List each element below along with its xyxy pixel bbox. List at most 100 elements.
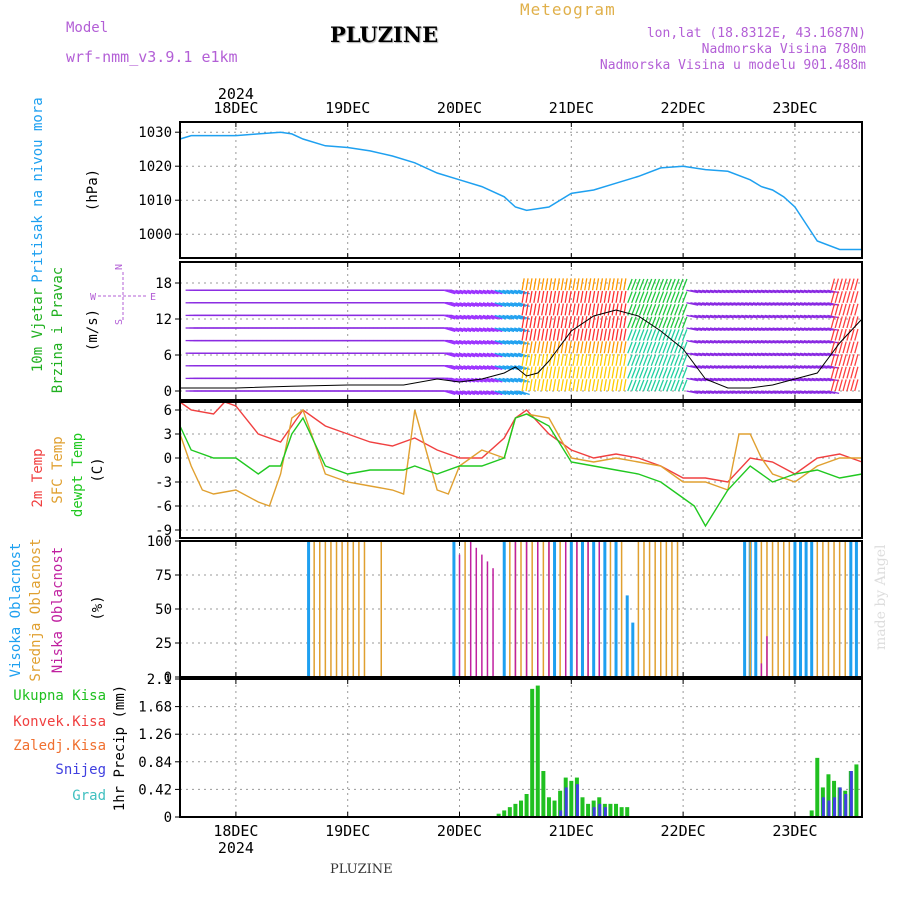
cloud-bar <box>576 541 578 677</box>
wind-barb <box>471 327 483 333</box>
cloud-bar <box>475 547 478 677</box>
wind-barb <box>623 316 627 329</box>
wind-barb <box>502 377 515 383</box>
wind-barb <box>603 353 607 366</box>
wind-barb <box>658 316 665 329</box>
wind-barb <box>713 314 726 319</box>
cloud-bar <box>330 541 332 677</box>
cloud-high-axis-label: Visoka Oblacnost <box>8 543 24 678</box>
wind-barb <box>451 327 464 333</box>
wind-barb <box>834 328 840 341</box>
precip-bar <box>558 790 563 817</box>
wind-barb <box>780 302 793 306</box>
wind-barb <box>827 339 840 344</box>
wind-barb <box>681 341 688 354</box>
wind-barb <box>674 303 680 316</box>
wind-barb <box>634 366 641 379</box>
wind-barb <box>560 353 564 366</box>
wind-barb <box>842 303 847 316</box>
wind-barb <box>662 278 668 291</box>
wind-barb <box>791 352 805 357</box>
y-tick-label: 1020 <box>138 159 172 175</box>
wind-barb <box>780 352 793 357</box>
wind-barb <box>827 327 840 332</box>
wind-barb <box>834 354 840 366</box>
wind-barb <box>807 365 820 369</box>
wind-barb <box>580 316 584 329</box>
cloud-bar <box>854 541 858 677</box>
wind-barb <box>572 303 576 316</box>
wind-barb <box>623 366 627 379</box>
wind-barb <box>650 366 657 379</box>
wind-barb <box>595 290 600 303</box>
wind-barb <box>784 339 797 344</box>
cloud-bar <box>838 541 841 677</box>
wind-barb <box>631 366 637 379</box>
wind-barb <box>478 365 491 370</box>
wind-barb <box>854 341 859 354</box>
wind-barb <box>830 328 836 341</box>
wind-barb <box>650 291 657 304</box>
wind-barb <box>795 289 808 294</box>
wind-barb <box>807 352 820 357</box>
wind-barb <box>490 365 503 370</box>
panel-frame <box>179 261 863 401</box>
precip-legend-item: Grad <box>72 788 106 804</box>
wind-barb <box>529 290 533 303</box>
wind-barb <box>611 328 615 341</box>
y-tick-label: 1.68 <box>138 700 172 716</box>
wind-barb <box>772 314 785 319</box>
wind-barb <box>690 314 703 319</box>
wind-barb <box>556 278 561 291</box>
wind-barb <box>819 377 832 382</box>
cloud-bar <box>313 541 315 677</box>
wind-barb <box>776 377 789 382</box>
cloud-bar <box>481 554 483 677</box>
wind-barb <box>506 390 519 396</box>
wind-barb <box>737 289 750 294</box>
wind-barb <box>490 390 503 396</box>
wind-barb <box>619 278 623 291</box>
wind-barb <box>811 377 824 382</box>
wind-barb <box>537 316 541 329</box>
wind-barb <box>572 290 576 303</box>
wind-barb <box>471 365 483 370</box>
precip-legend-item: Konvek.Kisa <box>13 714 106 730</box>
model-label: Model <box>66 20 109 36</box>
wind-barb <box>717 390 730 395</box>
wind-barb <box>595 379 600 392</box>
wind-barb <box>560 328 564 341</box>
wind-barb <box>642 278 649 291</box>
wind-barb <box>678 303 684 316</box>
wind-barb <box>548 379 553 392</box>
cloud-bar <box>380 541 382 677</box>
wind-barb <box>725 339 738 344</box>
wind-barb <box>603 316 607 329</box>
wind-barb <box>772 352 785 357</box>
wind-barb <box>713 302 726 306</box>
wind-barb <box>599 366 604 379</box>
wind-barb <box>854 328 859 341</box>
wind-barb <box>827 352 840 357</box>
wind-barb <box>654 341 661 354</box>
compass-east: E <box>150 292 156 303</box>
wind-barb <box>478 289 491 295</box>
wind-barb <box>686 339 699 344</box>
wind-barb <box>541 328 545 341</box>
wind-barb <box>811 327 824 332</box>
wind-barb <box>834 291 840 303</box>
wind-barb <box>506 352 519 358</box>
wind-barb <box>764 327 777 332</box>
wind-barb <box>467 352 479 358</box>
wind-barb <box>564 303 568 316</box>
wind-barb <box>650 329 657 341</box>
year-label-bottom: 2024 <box>218 839 254 857</box>
wind-barb <box>471 390 483 396</box>
wind-barb <box>709 327 722 332</box>
wind-barb <box>737 314 750 319</box>
wind-barb <box>474 289 487 295</box>
cloud-bar <box>849 541 853 677</box>
wind-barb <box>615 290 619 303</box>
wind-barb <box>752 390 765 395</box>
wind-barb <box>595 341 600 354</box>
